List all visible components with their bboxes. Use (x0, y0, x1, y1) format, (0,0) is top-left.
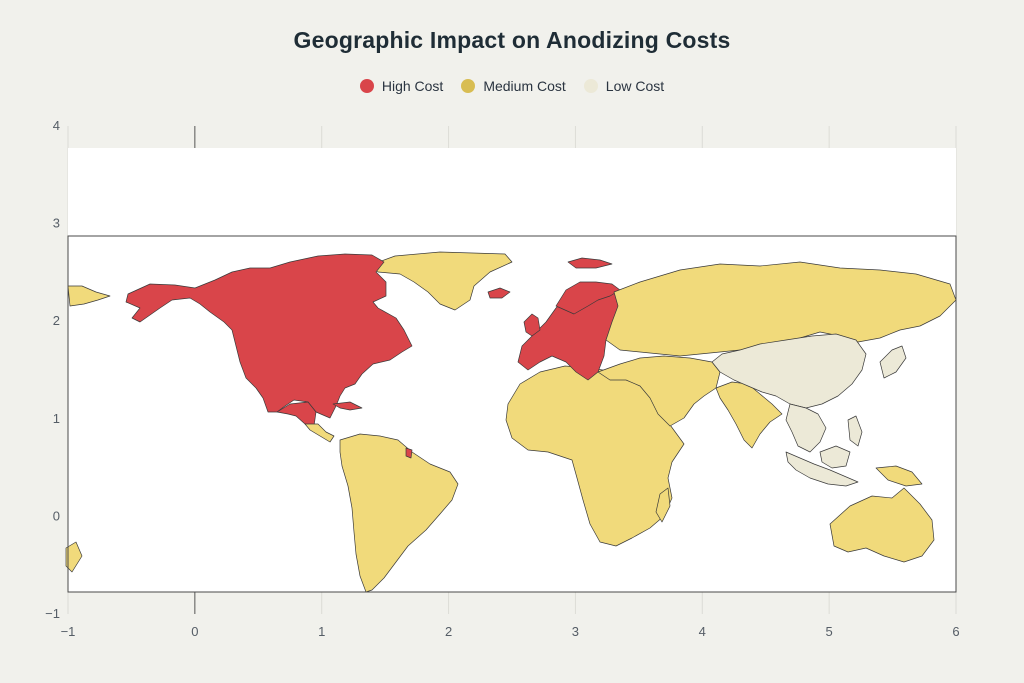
legend-swatch-medium-cost (461, 79, 476, 93)
x-tick-label: 6 (952, 624, 959, 639)
y-tick-label: 0 (53, 508, 60, 523)
region-north-america[interactable] (125, 253, 413, 419)
region-japan[interactable] (879, 345, 907, 379)
region-central-america[interactable] (304, 423, 335, 443)
region-borneo[interactable] (819, 445, 851, 469)
region-iceland[interactable] (487, 287, 511, 299)
legend-item-medium-cost[interactable]: Medium Cost (461, 78, 566, 94)
region-madagascar[interactable] (655, 487, 671, 523)
region-greenland[interactable] (367, 251, 513, 311)
region-svalbard[interactable] (567, 257, 613, 269)
region-southeast-asia[interactable] (785, 403, 827, 453)
region-new-zealand[interactable] (65, 541, 83, 573)
chart-title: Geographic Impact on Anodizing Costs (293, 27, 731, 53)
region-cuba[interactable] (332, 401, 363, 411)
x-tick-label: 5 (826, 624, 833, 639)
legend-label-medium-cost: Medium Cost (483, 78, 566, 94)
region-china[interactable] (711, 333, 867, 409)
x-tick-label: −1 (61, 624, 76, 639)
region-australia[interactable] (829, 487, 935, 563)
region-middle-east[interactable] (597, 355, 721, 427)
legend-swatch-high-cost (359, 79, 374, 93)
legend-label-low-cost: Low Cost (605, 78, 665, 94)
y-tick-label: 1 (53, 411, 60, 426)
region-new-guinea[interactable] (875, 465, 923, 487)
region-philippines[interactable] (847, 415, 863, 447)
x-tick-label: 0 (191, 624, 198, 639)
legend: High Cost Medium Cost Low Cost (0, 78, 1024, 94)
legend-item-high-cost[interactable]: High Cost (359, 78, 444, 94)
y-tick-label: 2 (53, 313, 60, 328)
y-axis: 4 3 2 1 0 −1 (45, 118, 60, 621)
x-axis: −1 0 1 2 3 4 5 6 (61, 624, 960, 639)
legend-swatch-low-cost (583, 79, 598, 93)
y-tick-label: 4 (53, 118, 60, 133)
x-tick-label: 1 (318, 624, 325, 639)
region-uk[interactable] (523, 313, 541, 337)
world-map[interactable] (65, 251, 957, 593)
y-tick-label: −1 (45, 606, 60, 621)
region-indonesia[interactable] (785, 451, 859, 487)
x-tick-label: 4 (699, 624, 706, 639)
y-tick-label: 3 (53, 216, 60, 231)
legend-item-low-cost[interactable]: Low Cost (583, 78, 665, 94)
region-french-guiana[interactable] (405, 447, 413, 459)
x-tick-label: 2 (445, 624, 452, 639)
map-frame (67, 235, 957, 593)
legend-label-high-cost: High Cost (381, 78, 444, 94)
region-chukotka[interactable] (67, 285, 111, 307)
x-tick-label: 3 (572, 624, 579, 639)
